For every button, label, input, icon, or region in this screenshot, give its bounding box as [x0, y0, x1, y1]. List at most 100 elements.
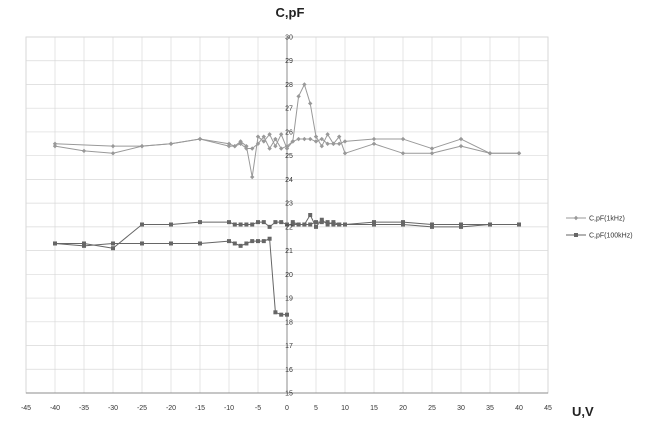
data-point — [458, 136, 464, 142]
data-point — [313, 139, 319, 144]
data-point — [279, 312, 284, 317]
series-layer — [52, 82, 522, 317]
x-tick-label: -20 — [166, 405, 176, 412]
data-point — [139, 143, 145, 149]
x-tick-label: -15 — [195, 405, 205, 412]
data-point — [290, 139, 295, 144]
data-point — [302, 136, 307, 142]
data-point — [429, 151, 435, 156]
data-point — [250, 174, 255, 180]
data-point — [342, 151, 348, 156]
data-point — [458, 143, 464, 149]
data-point — [401, 222, 405, 227]
data-point — [111, 246, 115, 251]
data-point — [319, 220, 324, 225]
data-point — [488, 222, 492, 227]
y-tick-label: 23 — [285, 201, 293, 208]
data-point — [169, 241, 173, 246]
data-point — [296, 222, 301, 227]
data-point — [256, 220, 260, 225]
data-point — [244, 146, 249, 151]
data-point — [459, 222, 463, 227]
x-tick-label: 45 — [544, 405, 552, 412]
data-point — [331, 222, 336, 227]
data-point — [250, 239, 255, 244]
data-point — [82, 243, 86, 248]
y-tick-label: 25 — [285, 153, 293, 160]
data-point — [284, 146, 290, 151]
data-point — [267, 132, 272, 137]
data-point — [111, 241, 115, 246]
y-tick-label: 18 — [285, 319, 293, 326]
data-point — [232, 241, 237, 246]
data-point — [331, 141, 336, 146]
data-point — [516, 151, 522, 156]
legend-label: C,pF(100kHz) — [589, 233, 633, 240]
data-point — [430, 222, 434, 227]
y-tick-label: 22 — [285, 224, 293, 231]
y-tick-label: 29 — [285, 58, 293, 65]
data-point — [232, 222, 237, 227]
legend: C,pF(1kHz) C,pF(100kHz) — [566, 216, 633, 240]
data-point — [342, 139, 348, 144]
x-tick-label: -5 — [255, 405, 261, 412]
data-point — [325, 132, 330, 137]
data-point — [110, 151, 116, 156]
y-tick-label: 24 — [285, 177, 293, 184]
data-point — [261, 139, 266, 144]
data-point — [400, 151, 406, 156]
x-tick-label: 0 — [285, 405, 289, 412]
data-point — [308, 213, 313, 217]
data-point — [140, 222, 144, 227]
y-tick-label: 19 — [285, 296, 293, 303]
series-100khz — [53, 213, 521, 317]
y-tick-label: 30 — [285, 35, 293, 42]
data-point — [285, 312, 289, 317]
data-point — [314, 220, 318, 225]
data-point — [273, 310, 278, 315]
data-point — [168, 141, 174, 146]
x-tick-label: 25 — [428, 405, 436, 412]
data-point — [401, 220, 405, 225]
y-tick-label: 16 — [285, 367, 293, 374]
x-tick-label: 30 — [457, 405, 465, 412]
y-tick-label: 21 — [285, 248, 293, 255]
data-point — [400, 136, 406, 142]
x-tick-label: 10 — [341, 405, 349, 412]
data-point — [296, 94, 301, 99]
data-point — [279, 220, 284, 225]
tick-labels: -45 -40 -35 -30 -25 -20 -15 -10 -5 0 5 10 15 20 25 30 35… — [21, 35, 552, 413]
data-point — [226, 143, 232, 149]
data-point — [82, 241, 86, 246]
data-point — [255, 134, 261, 139]
data-point — [52, 143, 58, 149]
data-point — [308, 136, 313, 142]
x-tick-label: -25 — [137, 405, 147, 412]
legend-item: C,pF(100kHz) — [566, 233, 633, 240]
data-point — [198, 220, 202, 225]
legend-item: C,pF(1kHz) — [566, 216, 625, 223]
data-point — [238, 141, 243, 146]
data-point — [110, 143, 116, 149]
data-point — [372, 220, 376, 225]
data-point — [226, 141, 232, 146]
data-point — [238, 139, 243, 144]
x-tick-label: 40 — [515, 405, 523, 412]
data-point — [279, 146, 284, 151]
y-tick-label: 28 — [285, 82, 293, 89]
data-point — [285, 222, 289, 227]
data-point — [81, 148, 87, 154]
data-point — [227, 239, 231, 244]
data-point — [261, 220, 266, 225]
data-point — [430, 224, 434, 229]
data-point — [371, 136, 377, 142]
data-point — [244, 241, 249, 246]
x-tick-label: 15 — [370, 405, 378, 412]
data-point — [250, 222, 255, 227]
data-point — [290, 222, 295, 227]
data-point — [337, 134, 342, 139]
y-tick-label: 26 — [285, 129, 293, 136]
data-point — [314, 224, 318, 229]
data-point — [273, 136, 278, 142]
